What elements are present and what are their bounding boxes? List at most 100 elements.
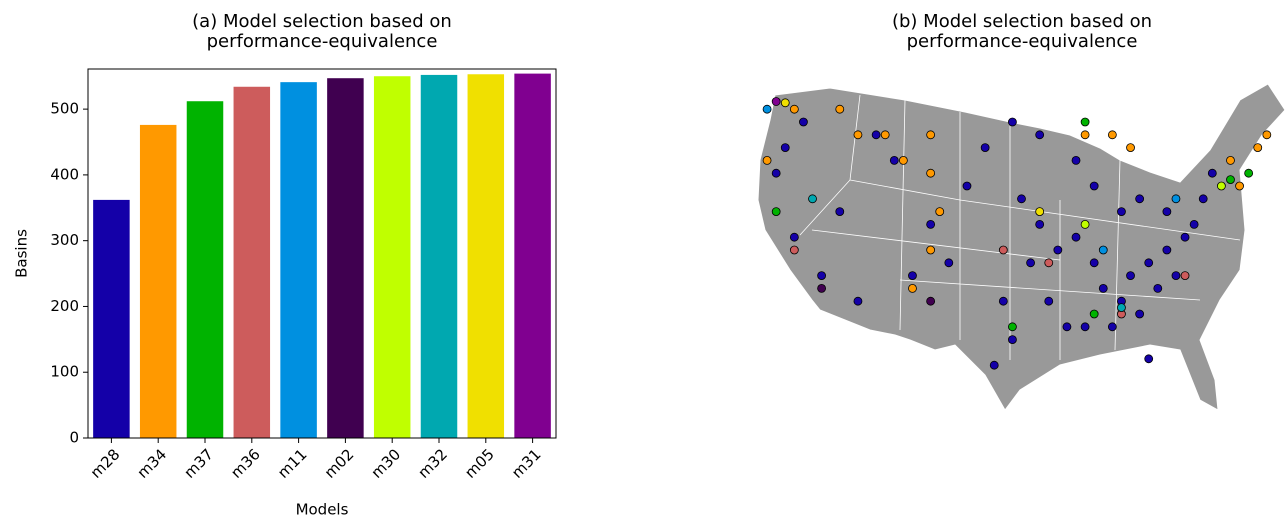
basin-point xyxy=(926,168,936,178)
basin-point xyxy=(1026,258,1035,268)
bar xyxy=(186,101,224,438)
y-tick-label: 400 xyxy=(50,165,79,183)
basin-point xyxy=(1126,271,1135,281)
basin-point xyxy=(789,104,799,114)
x-tick-label: m05 xyxy=(461,445,498,482)
basin-point xyxy=(944,258,954,268)
basin-point xyxy=(889,155,899,165)
x-tick-label: m28 xyxy=(87,445,124,482)
basin-point xyxy=(1117,303,1126,313)
basin-point xyxy=(1180,271,1190,281)
y-axis-label: Basins xyxy=(13,229,31,278)
basin-point xyxy=(817,271,827,281)
y-tick-label: 300 xyxy=(50,231,79,249)
basin-point xyxy=(1062,322,1072,332)
basin-point xyxy=(998,296,1008,306)
bar xyxy=(514,73,551,438)
basin-point xyxy=(1035,207,1045,217)
bar xyxy=(373,76,411,438)
basin-point xyxy=(771,168,781,178)
basin-point xyxy=(789,232,799,242)
basin-point xyxy=(1135,194,1145,204)
basin-point xyxy=(762,155,772,165)
basin-point xyxy=(1144,354,1154,364)
basin-point xyxy=(1253,143,1263,153)
basin-point xyxy=(1035,130,1045,140)
x-tick-label: m36 xyxy=(227,445,264,482)
basin-point xyxy=(853,130,863,140)
bar xyxy=(93,199,130,438)
x-tick-label: m11 xyxy=(274,445,311,482)
basin-point xyxy=(935,207,945,217)
x-tick-label: m37 xyxy=(180,445,217,482)
plot-frame xyxy=(87,68,557,439)
basin-point xyxy=(1044,258,1054,268)
basin-point xyxy=(1126,143,1135,153)
basin-point xyxy=(1098,245,1108,255)
chart-title: (a) Model selection based on xyxy=(192,11,452,32)
basin-point xyxy=(908,283,917,293)
basin-point xyxy=(1171,271,1181,281)
basin-point xyxy=(1107,322,1117,332)
basin-point xyxy=(926,130,936,140)
x-tick-label: m32 xyxy=(414,445,451,482)
basin-point xyxy=(1080,322,1090,332)
basin-point xyxy=(1198,194,1208,204)
basin-point xyxy=(926,296,936,306)
basin-point xyxy=(799,117,808,127)
bar xyxy=(327,78,364,438)
basin-point xyxy=(980,143,990,153)
basin-point xyxy=(880,130,890,140)
x-tick-label: m31 xyxy=(508,445,545,482)
chart-title: performance-equivalence xyxy=(907,31,1138,52)
basin-point xyxy=(1035,219,1045,229)
basin-point xyxy=(1089,258,1099,268)
basin-point xyxy=(1235,181,1244,191)
basin-point xyxy=(771,97,781,106)
basin-point xyxy=(1071,155,1081,165)
basin-point xyxy=(1017,194,1026,204)
basin-point xyxy=(1089,181,1099,191)
basin-point xyxy=(1144,258,1154,268)
basin-point xyxy=(1008,335,1017,345)
basin-point xyxy=(998,245,1008,255)
basin-point xyxy=(762,104,772,114)
basin-point xyxy=(835,104,845,114)
x-tick-label: m02 xyxy=(321,445,358,482)
state-borders xyxy=(799,94,1241,360)
y-tick-label: 100 xyxy=(50,363,79,381)
bar xyxy=(139,124,177,438)
basin-point xyxy=(1226,175,1235,185)
x-tick-label: m34 xyxy=(134,445,171,482)
chart-title: performance-equivalence xyxy=(207,31,438,52)
us-map xyxy=(757,83,1285,411)
basin-point xyxy=(989,360,999,370)
basin-point xyxy=(1153,283,1163,293)
basin-point xyxy=(926,219,936,229)
x-tick-label: m30 xyxy=(368,445,405,482)
basin-point xyxy=(908,271,917,281)
y-tick-label: 0 xyxy=(69,429,79,447)
basin-point xyxy=(1098,283,1108,293)
basin-point xyxy=(1216,181,1226,191)
basin-point xyxy=(789,245,799,255)
basin-point xyxy=(1089,309,1099,319)
basin-point xyxy=(1080,219,1090,229)
basin-point xyxy=(962,181,972,191)
basin-point xyxy=(853,296,863,306)
basin-point xyxy=(1080,130,1090,140)
basin-point xyxy=(1044,296,1054,306)
basin-point xyxy=(780,98,790,108)
y-tick-label: 500 xyxy=(50,100,79,118)
basin-point xyxy=(817,283,827,293)
basin-point xyxy=(1226,155,1235,165)
basin-point xyxy=(1244,168,1254,178)
basin-point xyxy=(1071,232,1081,242)
basin-point xyxy=(1117,207,1126,217)
basin-point xyxy=(1162,207,1172,217)
basin-point xyxy=(871,130,881,140)
basin-point xyxy=(926,245,936,255)
basin-point xyxy=(1135,309,1145,319)
basin-point xyxy=(808,194,817,204)
